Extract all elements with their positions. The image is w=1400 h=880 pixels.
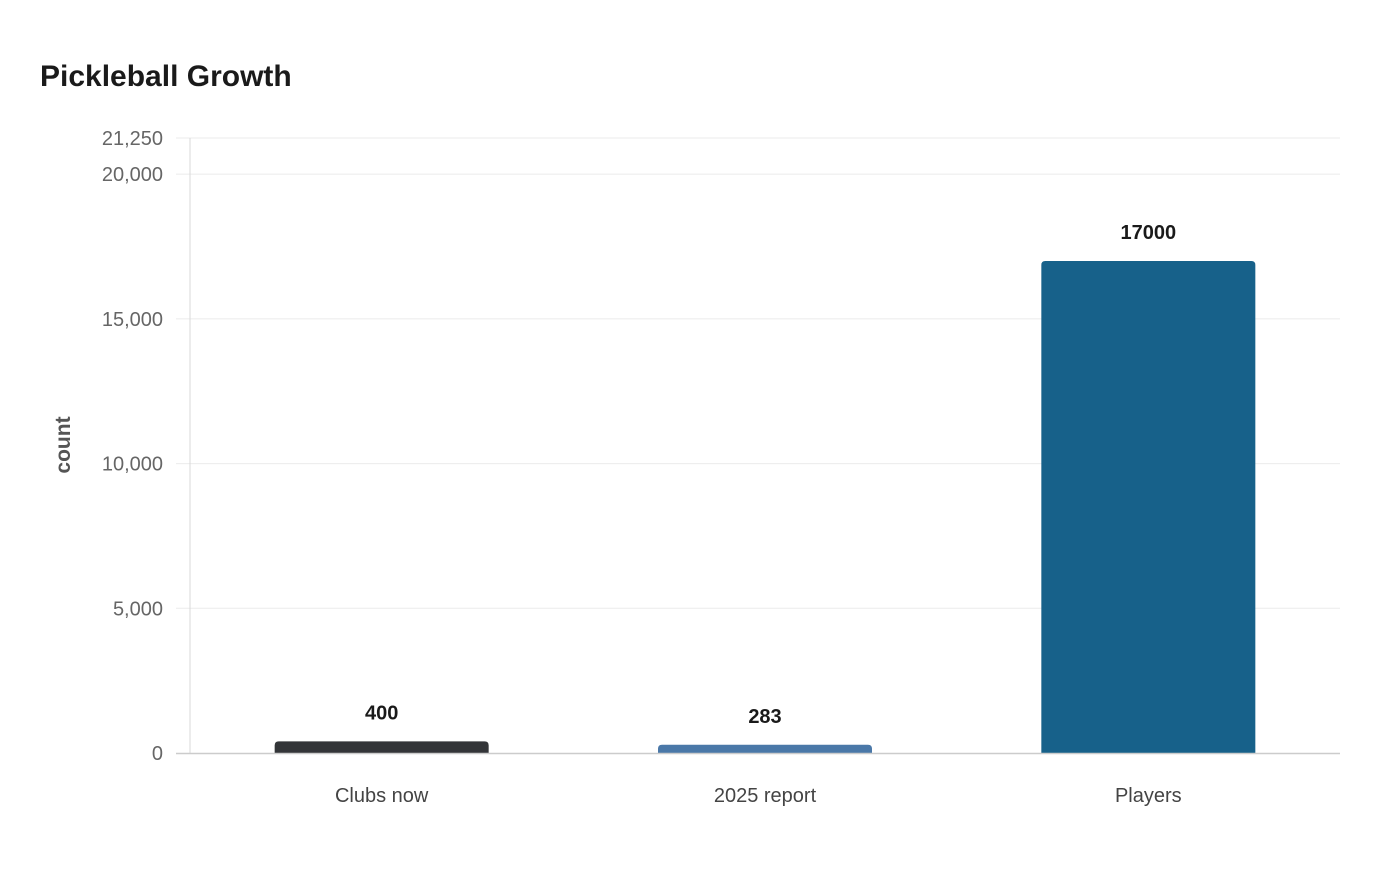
bar [1041,261,1256,753]
y-tick-label: 5,000 [113,598,163,620]
y-tick-label: 0 [152,743,163,765]
x-tick-label: Clubs now [335,785,429,807]
x-tick-label: Players [1115,785,1182,807]
y-tick-label: 21,250 [102,128,163,150]
y-tick-label: 10,000 [102,454,163,476]
x-tick-label: 2025 report [714,785,817,807]
data-label: 283 [748,706,781,728]
data-label: 17000 [1121,222,1177,244]
data-label: 400 [365,702,398,724]
chart-title: Pickleball Growth [40,60,292,93]
y-tick-label: 20,000 [102,164,163,186]
y-tick-label: 15,000 [102,309,163,331]
bar [658,744,872,753]
bar [274,741,489,753]
y-axis-label: count [52,416,75,473]
